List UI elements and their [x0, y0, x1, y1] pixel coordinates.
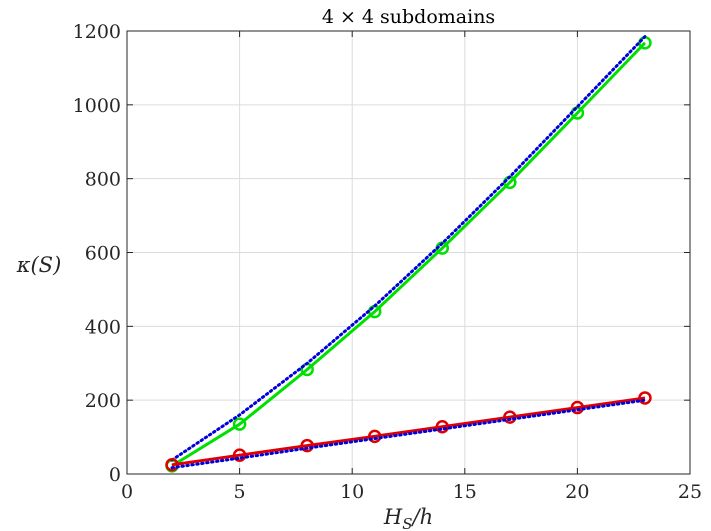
y-tick-label: 1000 [73, 95, 121, 117]
y-tick-label: 400 [85, 316, 121, 338]
series-layer [165, 35, 652, 473]
chart-title: 4 × 4 subdomains [322, 6, 495, 28]
series-3-marker [435, 419, 450, 434]
x-tick-label: 0 [121, 481, 133, 503]
series-3-marker [165, 458, 179, 472]
y-tick-label: 600 [85, 243, 121, 265]
x-tick-label: 20 [565, 481, 589, 503]
x-tick-label: 10 [340, 481, 364, 503]
y-tick-label: 0 [109, 464, 121, 486]
y-axis-label: κ(S) [16, 253, 62, 277]
series-1-marker [232, 417, 247, 431]
series-3-line [171, 396, 646, 467]
series-3-marker [503, 410, 517, 424]
series-3-marker [232, 448, 247, 462]
series-4 [170, 398, 647, 470]
series-2 [170, 35, 647, 462]
series-3-marker [300, 438, 314, 453]
series-1-line [171, 41, 647, 468]
axis-ticks: 0 5 10 15 20 25 0 200 400 600 800 1000 1200 [73, 21, 702, 503]
y-tick-label: 200 [85, 390, 121, 412]
y-tick-label: 1200 [73, 21, 121, 43]
series-3-marker [638, 391, 652, 405]
series-3 [165, 391, 652, 472]
y-tick-label: 800 [85, 169, 121, 191]
series-4-line [170, 398, 647, 470]
x-tick-label: 15 [453, 481, 477, 503]
x-tick-label: 5 [234, 481, 246, 503]
x-tick-label: 25 [678, 481, 702, 503]
x-axis-label: HS/h [383, 505, 433, 531]
series-2-line [170, 35, 647, 462]
